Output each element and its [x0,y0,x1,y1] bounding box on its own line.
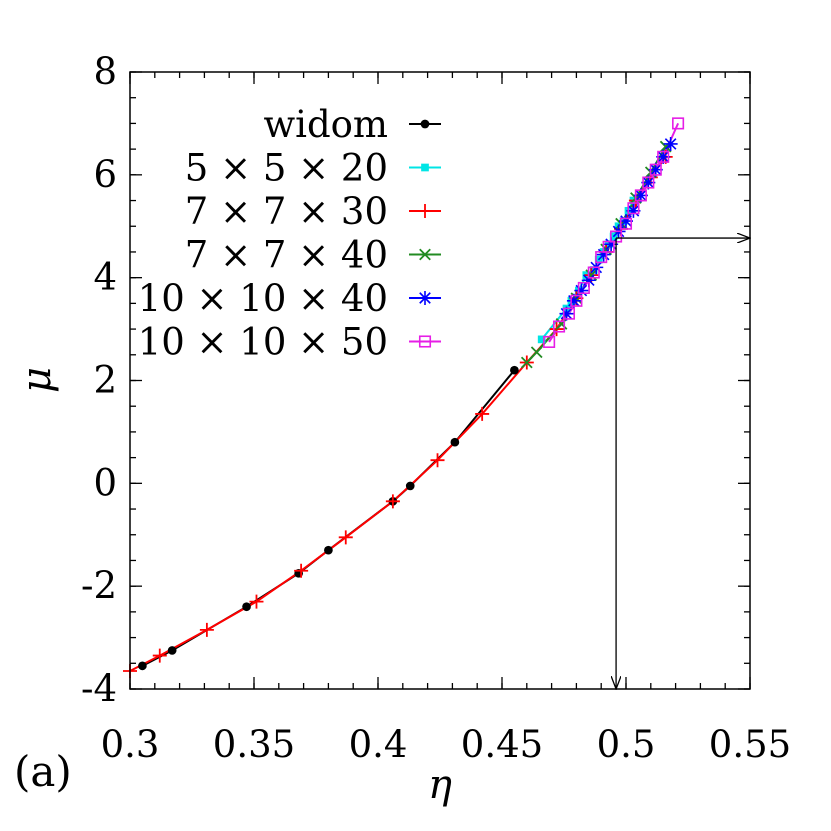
x-axis-label: η [428,762,452,808]
data-point-10-10-40 [604,237,619,252]
data-point-10-10-40 [633,188,648,203]
x-tick-label: 0.4 [349,723,408,766]
data-point-7-7-30 [385,494,400,509]
data-point-10-10-50 [619,217,633,230]
data-point-10-10-50 [562,307,576,320]
x-tick-label: 0.5 [597,723,656,766]
data-point-7-7-30 [475,406,490,421]
data-point-widom [324,545,333,555]
data-point-5-5-20 [537,335,546,344]
legend-label: 10 × 10 × 50 [138,321,388,364]
data-point-10-10-40 [559,306,574,321]
plot-frame [129,71,751,690]
data-point-10-10-40 [596,247,611,262]
y-tick-label: 8 [93,50,117,93]
legend-label: 7 × 7 × 40 [185,234,388,277]
legend-label: 5 × 5 × 20 [185,147,388,190]
legend-marker [418,335,432,348]
data-point-7-7-30 [294,563,309,578]
legend-marker [421,163,429,172]
data-point-10-10-50 [595,251,608,264]
annotation-arrows [616,238,750,689]
data-point-10-10-40 [581,273,596,288]
data-point-10-10-50 [634,189,647,202]
data-point-widom [450,437,460,447]
x-tick-label: 0.3 [101,723,160,766]
data-point-7-7-40 [530,346,543,359]
legend-marker [418,291,432,305]
data-point-10-10-40 [626,203,641,218]
data-point-widom [167,646,177,655]
data-point-7-7-40 [520,356,533,369]
data-point-10-10-50 [552,320,566,333]
data-point-7-7-30 [199,622,214,637]
legend-label: widom [263,103,388,146]
legend-marker [420,119,430,129]
data-point-10-10-50 [672,117,685,130]
data-point-10-10-50 [627,202,640,215]
data-point-10-10-40 [641,175,656,190]
data-point-7-7-30 [249,594,264,609]
legend-marker [418,204,432,218]
data-point-7-7-30 [430,453,445,468]
data-point-7-7-30 [152,648,167,663]
y-tick-label: -4 [81,667,117,710]
y-tick-labels: -4 -2 0 2 4 6 8 [81,50,117,710]
data-point-10-10-50 [543,335,556,348]
data-point-10-10-50 [570,294,583,307]
data-point-10-10-40 [663,136,678,151]
panel-label: (a) [14,747,72,796]
data-point-widom [510,365,519,375]
legend-label: 7 × 7 × 30 [185,190,388,233]
data-point-10-10-50 [649,163,662,176]
data-point-10-10-50 [587,266,600,279]
data-point-10-10-40 [656,149,671,164]
series-line-widom [141,369,516,667]
data-point-10-10-50 [577,281,590,295]
x-tick-label: 0.55 [709,723,791,766]
legend-label: 10 × 10 × 40 [138,277,388,320]
y-axis-label: μ [14,367,60,393]
data-point-10-10-40 [566,293,581,308]
x-tick-label: 0.45 [461,723,543,766]
x-tick-labels: 0.3 0.35 0.4 0.45 0.5 0.55 [101,723,792,766]
series-markers [123,117,685,679]
data-point-7-7-30 [338,530,353,545]
data-point-10-10-40 [619,214,633,229]
data-point-widom [405,481,415,491]
y-tick-label: 4 [93,256,117,299]
data-point-10-10-50 [642,176,655,189]
legend-marker [419,248,431,261]
data-point-10-10-50 [657,150,670,163]
x-tick-label: 0.35 [213,723,295,766]
data-point-widom [242,602,251,612]
data-point-10-10-50 [602,240,615,253]
y-tick-label: 6 [93,153,117,196]
data-point-10-10-40 [574,283,589,298]
y-tick-label: 0 [93,461,117,504]
y-tick-label: -2 [81,564,117,607]
data-point-widom [138,661,147,671]
data-point-10-10-40 [648,162,663,177]
y-tick-label: 2 [93,359,117,402]
